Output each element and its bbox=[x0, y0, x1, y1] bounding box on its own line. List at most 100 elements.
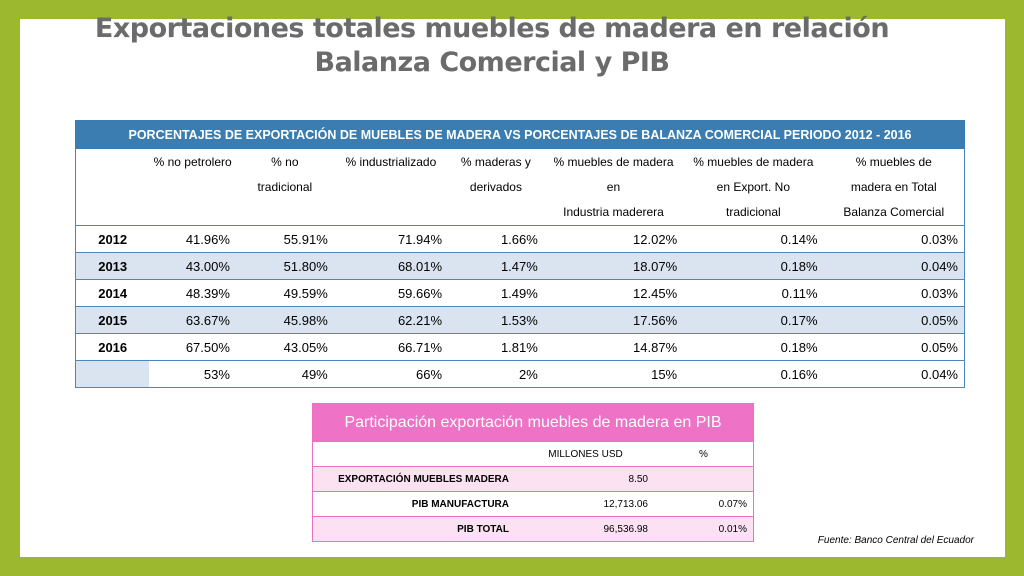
row-cell: 67.50% bbox=[149, 333, 236, 361]
column-header-line: en Export. No bbox=[716, 180, 791, 194]
column-header-line: % industrializado bbox=[345, 155, 437, 169]
column-header: % muebles de madera en Industria maderera bbox=[543, 148, 684, 226]
column-header bbox=[75, 148, 150, 226]
row-value: 12,713.06 bbox=[517, 491, 654, 517]
row-cell: 66.71% bbox=[333, 333, 449, 361]
table-row: 2016 67.50% 43.05% 66.71% 1.81% 14.87% 0.18% 0.… bbox=[75, 333, 965, 361]
row-cell: 0.03% bbox=[823, 225, 965, 253]
row-label: PIB MANUFACTURA bbox=[312, 491, 517, 517]
row-cell: 59.66% bbox=[333, 279, 449, 307]
row-cell: 0.17% bbox=[683, 306, 824, 334]
row-cell: 66% bbox=[333, 360, 449, 388]
column-header-line: % muebles de madera bbox=[693, 155, 814, 169]
title-line-1: Exportaciones totales muebles de madera … bbox=[94, 13, 890, 44]
row-cell: 53% bbox=[149, 360, 236, 388]
table1-column-headers: % no petrolero % no tradicional % industria… bbox=[75, 148, 965, 226]
row-cell: 45.98% bbox=[235, 306, 334, 334]
table-row: 2014 48.39% 49.59% 59.66% 1.49% 12.45% 0.11% 0.… bbox=[75, 279, 965, 307]
row-cell: 0.04% bbox=[823, 360, 965, 388]
row-year: 2015 bbox=[75, 306, 150, 334]
row-cell: 51.80% bbox=[235, 252, 334, 280]
source-note: Fuente: Banco Central del Ecuador bbox=[817, 535, 974, 546]
row-cell: 12.45% bbox=[543, 279, 684, 307]
row-cell: 63.67% bbox=[149, 306, 236, 334]
column-header-line: % no petrolero bbox=[153, 155, 232, 169]
row-label: PIB TOTAL bbox=[312, 516, 517, 542]
column-header-line: tradicional bbox=[257, 180, 313, 194]
row-cell: 12.02% bbox=[543, 225, 684, 253]
row-cell: 1.66% bbox=[448, 225, 544, 253]
row-year: 2012 bbox=[75, 225, 150, 253]
table-row: PIB MANUFACTURA 12,713.06 0.07% bbox=[312, 491, 754, 517]
column-header-line: Industria maderera bbox=[563, 205, 664, 219]
column-header-line: tradicional bbox=[725, 205, 781, 219]
row-year: 2014 bbox=[75, 279, 150, 307]
row-percent bbox=[654, 466, 754, 492]
row-cell: 1.49% bbox=[448, 279, 544, 307]
row-cell: 41.96% bbox=[149, 225, 236, 253]
row-cell: 43.00% bbox=[149, 252, 236, 280]
row-cell: 43.05% bbox=[235, 333, 334, 361]
row-cell: 0.18% bbox=[683, 252, 824, 280]
column-header: % industrializado bbox=[333, 148, 449, 226]
column-header-line: en bbox=[606, 180, 621, 194]
row-cell: 0.16% bbox=[683, 360, 824, 388]
column-header-line: % muebles de madera bbox=[553, 155, 674, 169]
row-cell: 15% bbox=[543, 360, 684, 388]
row-cell: 0.03% bbox=[823, 279, 965, 307]
column-header-line: derivados bbox=[469, 180, 522, 194]
row-cell: 49% bbox=[235, 360, 334, 388]
row-cell: 1.53% bbox=[448, 306, 544, 334]
row-value: 96,536.98 bbox=[517, 516, 654, 542]
row-year bbox=[75, 360, 150, 388]
row-cell: 2% bbox=[448, 360, 544, 388]
row-cell: 0.18% bbox=[683, 333, 824, 361]
table-row: 2013 43.00% 51.80% 68.01% 1.47% 18.07% 0.18% 0.… bbox=[75, 252, 965, 280]
table-row: 2012 41.96% 55.91% 71.94% 1.66% 12.02% 0.14% 0.… bbox=[75, 225, 965, 253]
row-label: EXPORTACIÓN MUEBLES MADERA bbox=[312, 466, 517, 492]
row-percent: 0.07% bbox=[654, 491, 754, 517]
row-cell: 0.05% bbox=[823, 333, 965, 361]
table-row: EXPORTACIÓN MUEBLES MADERA 8.50 bbox=[312, 466, 754, 492]
table-row: 2015 63.67% 45.98% 62.21% 1.53% 17.56% 0.17% 0.… bbox=[75, 306, 965, 334]
table-row: PIB TOTAL 96,536.98 0.01% bbox=[312, 516, 754, 542]
row-cell: 14.87% bbox=[543, 333, 684, 361]
row-cell: 0.14% bbox=[683, 225, 824, 253]
row-year: 2016 bbox=[75, 333, 150, 361]
column-header-line: Balanza Comercial bbox=[843, 205, 945, 219]
row-cell: 62.21% bbox=[333, 306, 449, 334]
row-cell: 1.81% bbox=[448, 333, 544, 361]
row-cell: 0.04% bbox=[823, 252, 965, 280]
table2-header: Participación exportación muebles de mad… bbox=[312, 403, 754, 442]
table-row: 53% 49% 66% 2% 15% 0.16% 0.04% bbox=[75, 360, 965, 388]
row-cell: 68.01% bbox=[333, 252, 449, 280]
row-cell: 18.07% bbox=[543, 252, 684, 280]
row-cell: 49.59% bbox=[235, 279, 334, 307]
row-percent: 0.01% bbox=[654, 516, 754, 542]
row-cell: 17.56% bbox=[543, 306, 684, 334]
table1-header: PORCENTAJES DE EXPORTACIÓN DE MUEBLES DE… bbox=[75, 120, 965, 149]
row-cell: 71.94% bbox=[333, 225, 449, 253]
table2-col-blank bbox=[312, 441, 517, 467]
table2-col-millions: MILLONES USD bbox=[517, 441, 654, 467]
column-header: % maderas y derivados bbox=[448, 148, 544, 226]
row-cell: 55.91% bbox=[235, 225, 334, 253]
row-value: 8.50 bbox=[517, 466, 654, 492]
row-cell: 0.05% bbox=[823, 306, 965, 334]
slide-title: Exportaciones totales muebles de madera … bbox=[0, 12, 1004, 80]
table2-col-percent: % bbox=[654, 441, 754, 467]
title-line-2: Balanza Comercial y PIB bbox=[314, 47, 670, 78]
column-header: % muebles de madera en Export. No tradicio… bbox=[683, 148, 824, 226]
row-cell: 0.11% bbox=[683, 279, 824, 307]
column-header: % muebles de madera en Total Balanza Comer… bbox=[823, 148, 965, 226]
row-cell: 48.39% bbox=[149, 279, 236, 307]
column-header-line: % muebles de bbox=[855, 155, 932, 169]
column-header: % no petrolero bbox=[149, 148, 236, 226]
column-header-line: madera en Total bbox=[850, 180, 937, 194]
column-header: % no tradicional bbox=[235, 148, 334, 226]
pib-participation-table: Participación exportación muebles de mad… bbox=[312, 403, 754, 542]
row-year: 2013 bbox=[75, 252, 150, 280]
column-header-line: % maderas y bbox=[460, 155, 531, 169]
column-header-line: % no bbox=[271, 155, 299, 169]
row-cell: 1.47% bbox=[448, 252, 544, 280]
